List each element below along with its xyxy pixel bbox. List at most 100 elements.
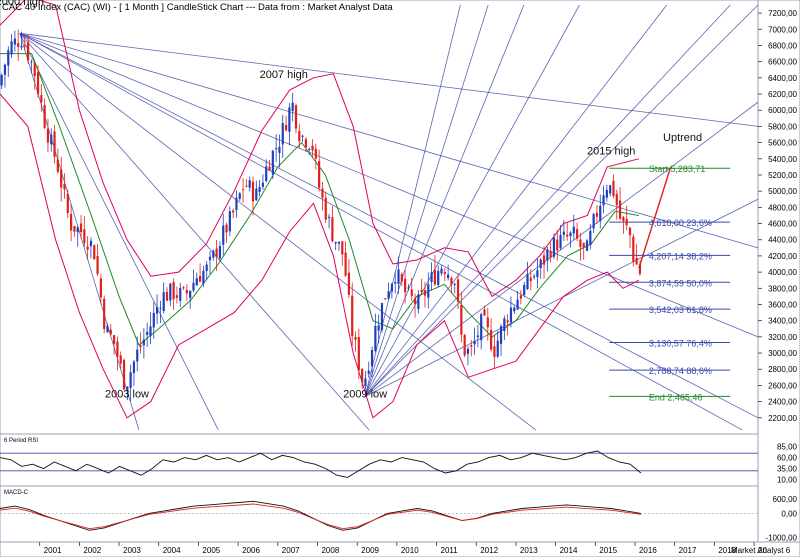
- price-tick-label-25: 2200,00: [768, 414, 797, 423]
- candle-body-3: [10, 41, 13, 55]
- year-label-0: 2001: [44, 546, 62, 555]
- candle-body-64: [212, 250, 215, 258]
- candle-body-19: [63, 183, 66, 190]
- candle-body-98: [324, 197, 327, 220]
- candle-body-124: [410, 289, 413, 296]
- candle-body-113: [374, 325, 377, 351]
- moving-average-line: [0, 53, 639, 346]
- price-tick-label-18: 3600,00: [768, 300, 797, 309]
- candle-body-139: [460, 305, 463, 335]
- price-tick-label-19: 3400,00: [768, 317, 797, 326]
- candle-body-18: [60, 169, 63, 188]
- candle-body-34: [112, 335, 116, 344]
- candle-body-2: [7, 50, 10, 66]
- fan-2009-line-5: [364, 4, 580, 397]
- fan-2000-line-1: [19, 32, 759, 249]
- fib-label-6: 2,788,74 88,6%: [649, 366, 712, 376]
- macd-label: MACD-C: [4, 490, 29, 496]
- candle-body-169: [559, 234, 562, 249]
- candle-body-50: [165, 291, 169, 301]
- candle-body-131: [433, 269, 436, 285]
- year-label-10: 2011: [441, 546, 459, 555]
- fib-label-0: Start 5,283,71: [649, 164, 706, 174]
- candle-body-0: [0, 74, 3, 86]
- candle-body-101: [334, 241, 337, 244]
- annotation-1: 2007 high: [260, 69, 308, 81]
- candle-body-35: [116, 341, 119, 357]
- candle-body-97: [321, 188, 324, 198]
- candle-body-136: [450, 277, 453, 285]
- bollinger-upper: [0, 0, 640, 298]
- rsi-tick-label-1: 60,00: [777, 454, 798, 463]
- uptrend-line: [638, 166, 672, 269]
- candle-body-172: [569, 232, 572, 237]
- candle-body-186: [615, 193, 618, 206]
- price-tick-label-23: 2600,00: [768, 381, 797, 390]
- candle-body-7: [23, 45, 26, 47]
- candle-body-143: [473, 340, 476, 345]
- candle-body-45: [149, 326, 152, 336]
- candle-body-90: [298, 130, 301, 142]
- annotations: 2000 high 2007 high 2003 low 2009 low 2015 h…: [0, 0, 702, 401]
- fan-2000-line-5: [19, 33, 537, 431]
- fan-2009-line-3: [364, 4, 731, 397]
- candle-body-13: [43, 104, 46, 128]
- year-label-7: 2008: [321, 546, 339, 555]
- candle-body-16: [53, 131, 56, 157]
- candle-body-89: [294, 105, 298, 129]
- price-tick-label-15: 4200,00: [768, 252, 797, 261]
- annotation-2: 2003 low: [105, 389, 149, 401]
- year-label-4: 2005: [202, 546, 220, 555]
- candle-body-154: [509, 307, 513, 323]
- candle-body-14: [46, 128, 50, 143]
- year-label-18: 20: [758, 546, 767, 555]
- candle-body-61: [202, 270, 205, 284]
- candle-body-142: [470, 345, 473, 347]
- price-tick-label-7: 5800,00: [768, 122, 797, 131]
- candle-body-75: [248, 180, 251, 188]
- fib-label-4: 3,542,03 61,8%: [649, 305, 712, 315]
- price-tick-label-14: 4400,00: [768, 236, 797, 245]
- candle-body-179: [592, 214, 595, 229]
- candle-body-55: [182, 287, 185, 289]
- candle-body-107: [354, 336, 357, 340]
- candle-body-9: [30, 61, 33, 63]
- fan-2009-line-4: [364, 4, 668, 397]
- candle-body-4: [13, 38, 16, 45]
- candle-body-72: [238, 193, 241, 199]
- annotation-0: 2000 high: [0, 0, 44, 8]
- candle-body-70: [232, 210, 235, 213]
- candle-body-125: [413, 298, 417, 305]
- bollinger-bands: [0, 0, 640, 419]
- fib-label-2: 4,207,14 38,2%: [649, 251, 712, 261]
- candles: [0, 29, 642, 402]
- candle-body-11: [36, 72, 40, 95]
- candle-body-183: [605, 190, 608, 198]
- fan-2000-line-4: [19, 32, 743, 431]
- candle-body-147: [486, 317, 489, 328]
- annotation-3: 2009 low: [343, 389, 387, 401]
- candle-body-173: [572, 226, 575, 234]
- candle-body-25: [83, 229, 86, 244]
- candle-body-92: [304, 139, 308, 148]
- candle-body-31: [103, 298, 106, 329]
- candle-body-81: [268, 166, 271, 171]
- candle-body-93: [308, 148, 311, 150]
- candle-body-122: [404, 278, 407, 293]
- candle-body-129: [427, 284, 430, 298]
- price-tick-label-20: 3200,00: [768, 333, 797, 342]
- candle-body-118: [390, 284, 393, 292]
- candle-body-51: [169, 283, 172, 301]
- candle-body-86: [284, 124, 288, 131]
- price-panel: [0, 0, 759, 435]
- candle-body-190: [628, 227, 632, 236]
- year-label-16: 2017: [679, 546, 697, 555]
- price-tick-label-17: 3800,00: [768, 284, 797, 293]
- year-label-13: 2014: [560, 546, 578, 555]
- candle-body-181: [599, 205, 602, 222]
- candle-body-91: [301, 135, 304, 137]
- candle-body-150: [496, 340, 499, 357]
- candle-body-6: [20, 45, 23, 48]
- candle-body-38: [126, 386, 129, 392]
- fan-2009-line-8: [364, 4, 461, 397]
